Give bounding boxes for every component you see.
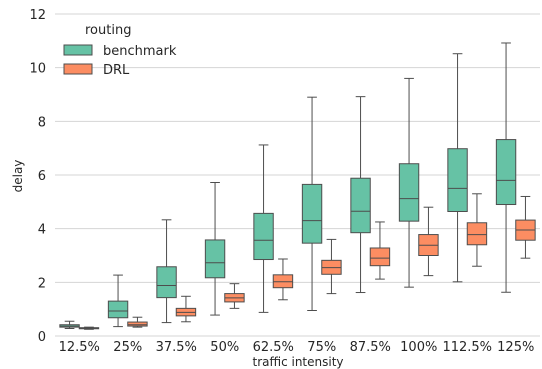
iqr-box (495, 139, 517, 206)
box-benchmark (301, 96, 323, 312)
x-tick-label: 125% (497, 340, 534, 355)
iqr-box (253, 212, 274, 261)
iqr-box (127, 321, 148, 327)
box-benchmark (495, 42, 517, 293)
y-tick-label: 8 (38, 115, 46, 130)
x-axis-label: traffic intensity (252, 355, 343, 369)
box-DRL (127, 316, 148, 328)
legend-swatch-benchmark (63, 44, 93, 56)
box-groups (59, 42, 536, 330)
x-tick-label: 50% (210, 340, 239, 355)
box-DRL (515, 195, 536, 259)
iqr-box (204, 239, 226, 279)
legend-swatch-DRL (63, 63, 93, 75)
iqr-box (398, 163, 420, 222)
x-tick-label: 100% (400, 340, 437, 355)
y-axis-label: delay (11, 160, 25, 193)
box-DRL (369, 221, 391, 280)
iqr-box (466, 222, 488, 246)
iqr-box (107, 300, 129, 319)
y-tick-label: 6 (38, 169, 46, 184)
x-tick-label: 87.5% (350, 340, 391, 355)
box-DRL (272, 258, 294, 301)
box-benchmark (398, 77, 420, 288)
iqr-box (369, 247, 391, 267)
iqr-box (301, 183, 323, 244)
x-tick-label: 25% (113, 340, 142, 355)
x-tick-label: 62.5% (253, 340, 294, 355)
iqr-box (447, 148, 468, 212)
box-DRL (466, 193, 488, 267)
legend: routing benchmark DRL (63, 23, 177, 78)
legend-label-benchmark: benchmark (103, 44, 177, 59)
y-tick-label: 12 (29, 8, 46, 23)
x-axis-ticks: 12.5% 25% 37.5% 50% 62.5% 75% 87.5% 100% 112.5% 1… (59, 340, 535, 355)
box-benchmark (253, 144, 274, 313)
legend-title: routing (85, 23, 131, 38)
iqr-box (350, 177, 371, 234)
y-tick-label: 4 (38, 223, 46, 238)
y-tick-label: 2 (38, 276, 46, 291)
x-tick-label: 37.5% (156, 340, 197, 355)
box-benchmark (447, 53, 468, 283)
box-benchmark (59, 320, 80, 329)
y-tick-label: 0 (38, 330, 46, 345)
x-tick-label: 112.5% (442, 340, 492, 355)
box-DRL (175, 295, 197, 323)
iqr-box (272, 274, 294, 289)
box-DRL (418, 206, 439, 277)
y-axis-ticks: 0 2 4 6 8 10 12 (29, 8, 46, 345)
box-benchmark (204, 182, 226, 316)
box-DRL (224, 283, 245, 309)
box-benchmark (156, 219, 177, 324)
box-benchmark (107, 274, 129, 328)
box-DRL (78, 326, 100, 330)
y-tick-label: 10 (29, 62, 46, 77)
box-DRL (321, 238, 342, 295)
legend-label-DRL: DRL (103, 63, 130, 78)
box-benchmark (350, 96, 371, 294)
x-tick-label: 12.5% (59, 340, 100, 355)
iqr-box (156, 266, 177, 299)
grid-lines (55, 13, 540, 337)
x-tick-label: 75% (307, 340, 336, 355)
